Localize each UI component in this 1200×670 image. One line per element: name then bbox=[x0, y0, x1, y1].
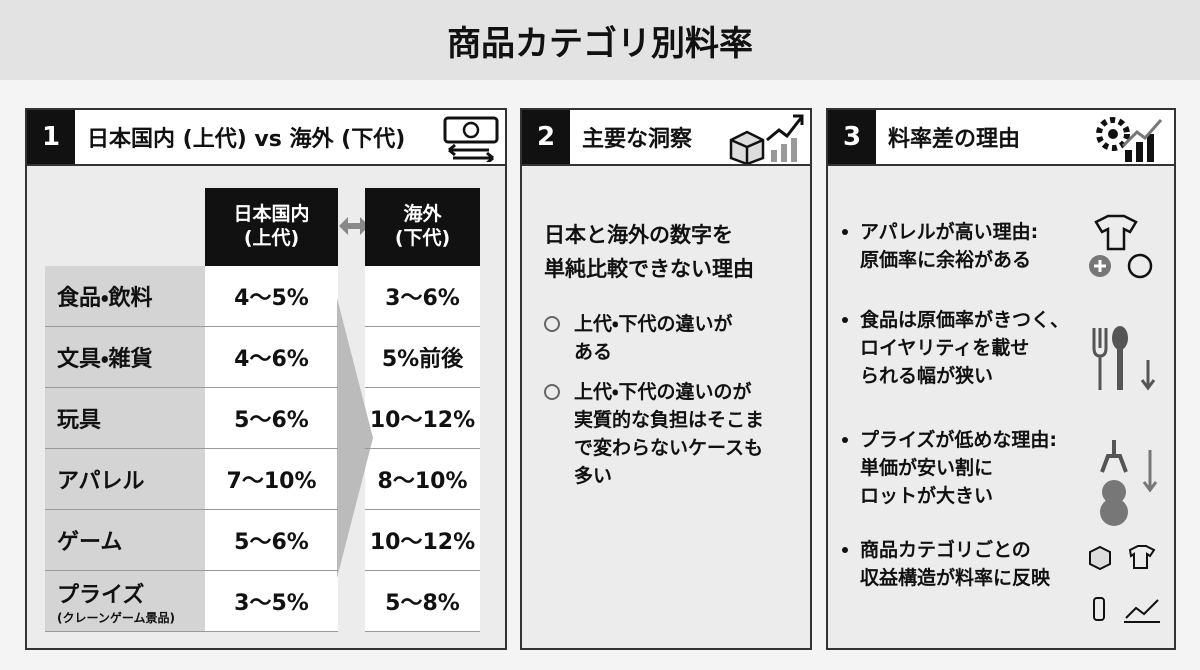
rate-cell: 5〜8% bbox=[365, 571, 480, 632]
flow-arrow bbox=[337, 298, 373, 578]
panel-header: 2 主要な洞察 bbox=[522, 110, 810, 166]
rate-cell: 3〜6% bbox=[365, 266, 480, 327]
money-icon bbox=[443, 116, 499, 162]
insight-heading: 単純比較できない理由 bbox=[544, 257, 754, 281]
panel-title: 料率差の理由 bbox=[888, 127, 1021, 152]
row-sublabel: (クレーンゲーム景品) bbox=[57, 610, 176, 625]
column-name: 日本国内 bbox=[233, 203, 310, 225]
insight-item-line: 実質的な負担はそこま bbox=[574, 409, 765, 431]
insight-item-line: 上代・下代の違いが bbox=[574, 313, 733, 335]
row-label-cell: ゲーム bbox=[45, 510, 205, 571]
rate-cell: 3〜5% bbox=[205, 571, 338, 632]
bullet bbox=[842, 547, 848, 553]
insight-heading: 日本と海外の数字を bbox=[544, 223, 733, 247]
reason-line: プライズが低めな理由: bbox=[860, 429, 1058, 451]
row-label: 文具・雑貨 bbox=[57, 347, 153, 372]
rate-cell: 10〜12% bbox=[365, 510, 480, 571]
check-icon bbox=[544, 316, 560, 332]
panel-number: 2 bbox=[522, 110, 570, 164]
insight-item-line: ある bbox=[574, 341, 613, 363]
reason-line: ロイヤリティを載せ bbox=[860, 337, 1030, 359]
row-label-cell: 玩具 bbox=[45, 388, 205, 449]
domestic-column bbox=[205, 266, 338, 632]
reason-line: 収益構造が料率に反映 bbox=[860, 567, 1051, 589]
insight-item-line: 上代・下代の違いのが bbox=[574, 381, 752, 403]
panel-number: 3 bbox=[828, 110, 876, 164]
row-label-cell: 食品・飲料 bbox=[45, 266, 205, 327]
row-label: アパレル bbox=[57, 469, 145, 494]
rate-cell: 5〜6% bbox=[205, 388, 338, 449]
row-label: 食品・飲料 bbox=[57, 286, 153, 311]
exchange-arrow bbox=[339, 217, 369, 235]
panel-header: 1 日本国内 (上代) vs 海外 (下代) bbox=[27, 110, 505, 166]
rate-cell: 5〜6% bbox=[205, 510, 338, 571]
bullet bbox=[842, 437, 848, 443]
panel: 3 料率差の理由 アパレルが高い理由: 原価率に余裕がある食品は原価率がきつく、ロ… bbox=[826, 108, 1176, 650]
row-label-cell: アパレル bbox=[45, 449, 205, 510]
rate-cell: 4〜6% bbox=[205, 327, 338, 388]
rate-cell: 4〜5% bbox=[205, 266, 338, 327]
reason-line: 単価が安い割に bbox=[860, 457, 994, 479]
column-header: 日本国内 (上代) bbox=[205, 188, 338, 266]
row-label: プライズ bbox=[57, 582, 145, 608]
row-label: 玩具 bbox=[57, 408, 102, 433]
row-label-cell: プライズ (クレーンゲーム景品) bbox=[45, 571, 205, 632]
bullet bbox=[842, 317, 848, 323]
reason-icon bbox=[1096, 117, 1163, 162]
overseas-column bbox=[365, 266, 480, 632]
label-column bbox=[45, 266, 205, 632]
panel-title: 主要な洞察 bbox=[582, 127, 693, 152]
reason-line: ロットが大きい bbox=[860, 485, 994, 507]
column-header: 海外 (下代) bbox=[365, 188, 480, 266]
rate-cell: 10〜12% bbox=[365, 388, 480, 449]
reason-line: 食品は原価率がきつく、 bbox=[860, 309, 1070, 331]
reason-line: 原価率に余裕がある bbox=[860, 249, 1032, 271]
check-icon bbox=[544, 384, 560, 400]
reason-icons bbox=[1089, 214, 1160, 623]
rate-cell: 7〜10% bbox=[205, 449, 338, 510]
insight-item-line: 多い bbox=[574, 465, 613, 487]
bullet bbox=[842, 229, 848, 235]
panel-header: 3 料率差の理由 bbox=[828, 110, 1174, 166]
row-label-cell: 文具・雑貨 bbox=[45, 327, 205, 388]
panel: 1 日本国内 (上代) vs 海外 (下代) 日本国内 (上代) 海外 (下代) 食品・… bbox=[25, 108, 507, 650]
column-sub: (上代) bbox=[243, 227, 300, 249]
reason-line: アパレルが高い理由: bbox=[860, 221, 1039, 243]
column-sub: (下代) bbox=[394, 227, 451, 249]
reason-line: られる幅が狭い bbox=[860, 365, 994, 387]
panel-number: 1 bbox=[27, 110, 75, 164]
panel-title: 日本国内 (上代) vs 海外 (下代) bbox=[87, 127, 406, 152]
column-name: 海外 bbox=[403, 203, 442, 225]
rate-cell: 8〜10% bbox=[365, 449, 480, 510]
row-label: ゲーム bbox=[57, 530, 123, 555]
rate-cell: 5%前後 bbox=[365, 327, 480, 388]
page-title: 商品カテゴリ別料率 bbox=[0, 0, 1200, 80]
reason-line: 商品カテゴリごとの bbox=[860, 539, 1031, 561]
rate-table: 日本国内 (上代) 海外 (下代) 食品・飲料 4〜5% 3〜6% 文具・雑貨 4〜6% 5%前後… bbox=[45, 188, 489, 634]
panel: 2 主要な洞察 日本と海外の数字を 単純比較できない理由上代・下代の違いが ある上代… bbox=[520, 108, 812, 650]
insight-icon bbox=[729, 114, 804, 164]
insight-item-line: で変わらないケースも bbox=[574, 437, 764, 459]
